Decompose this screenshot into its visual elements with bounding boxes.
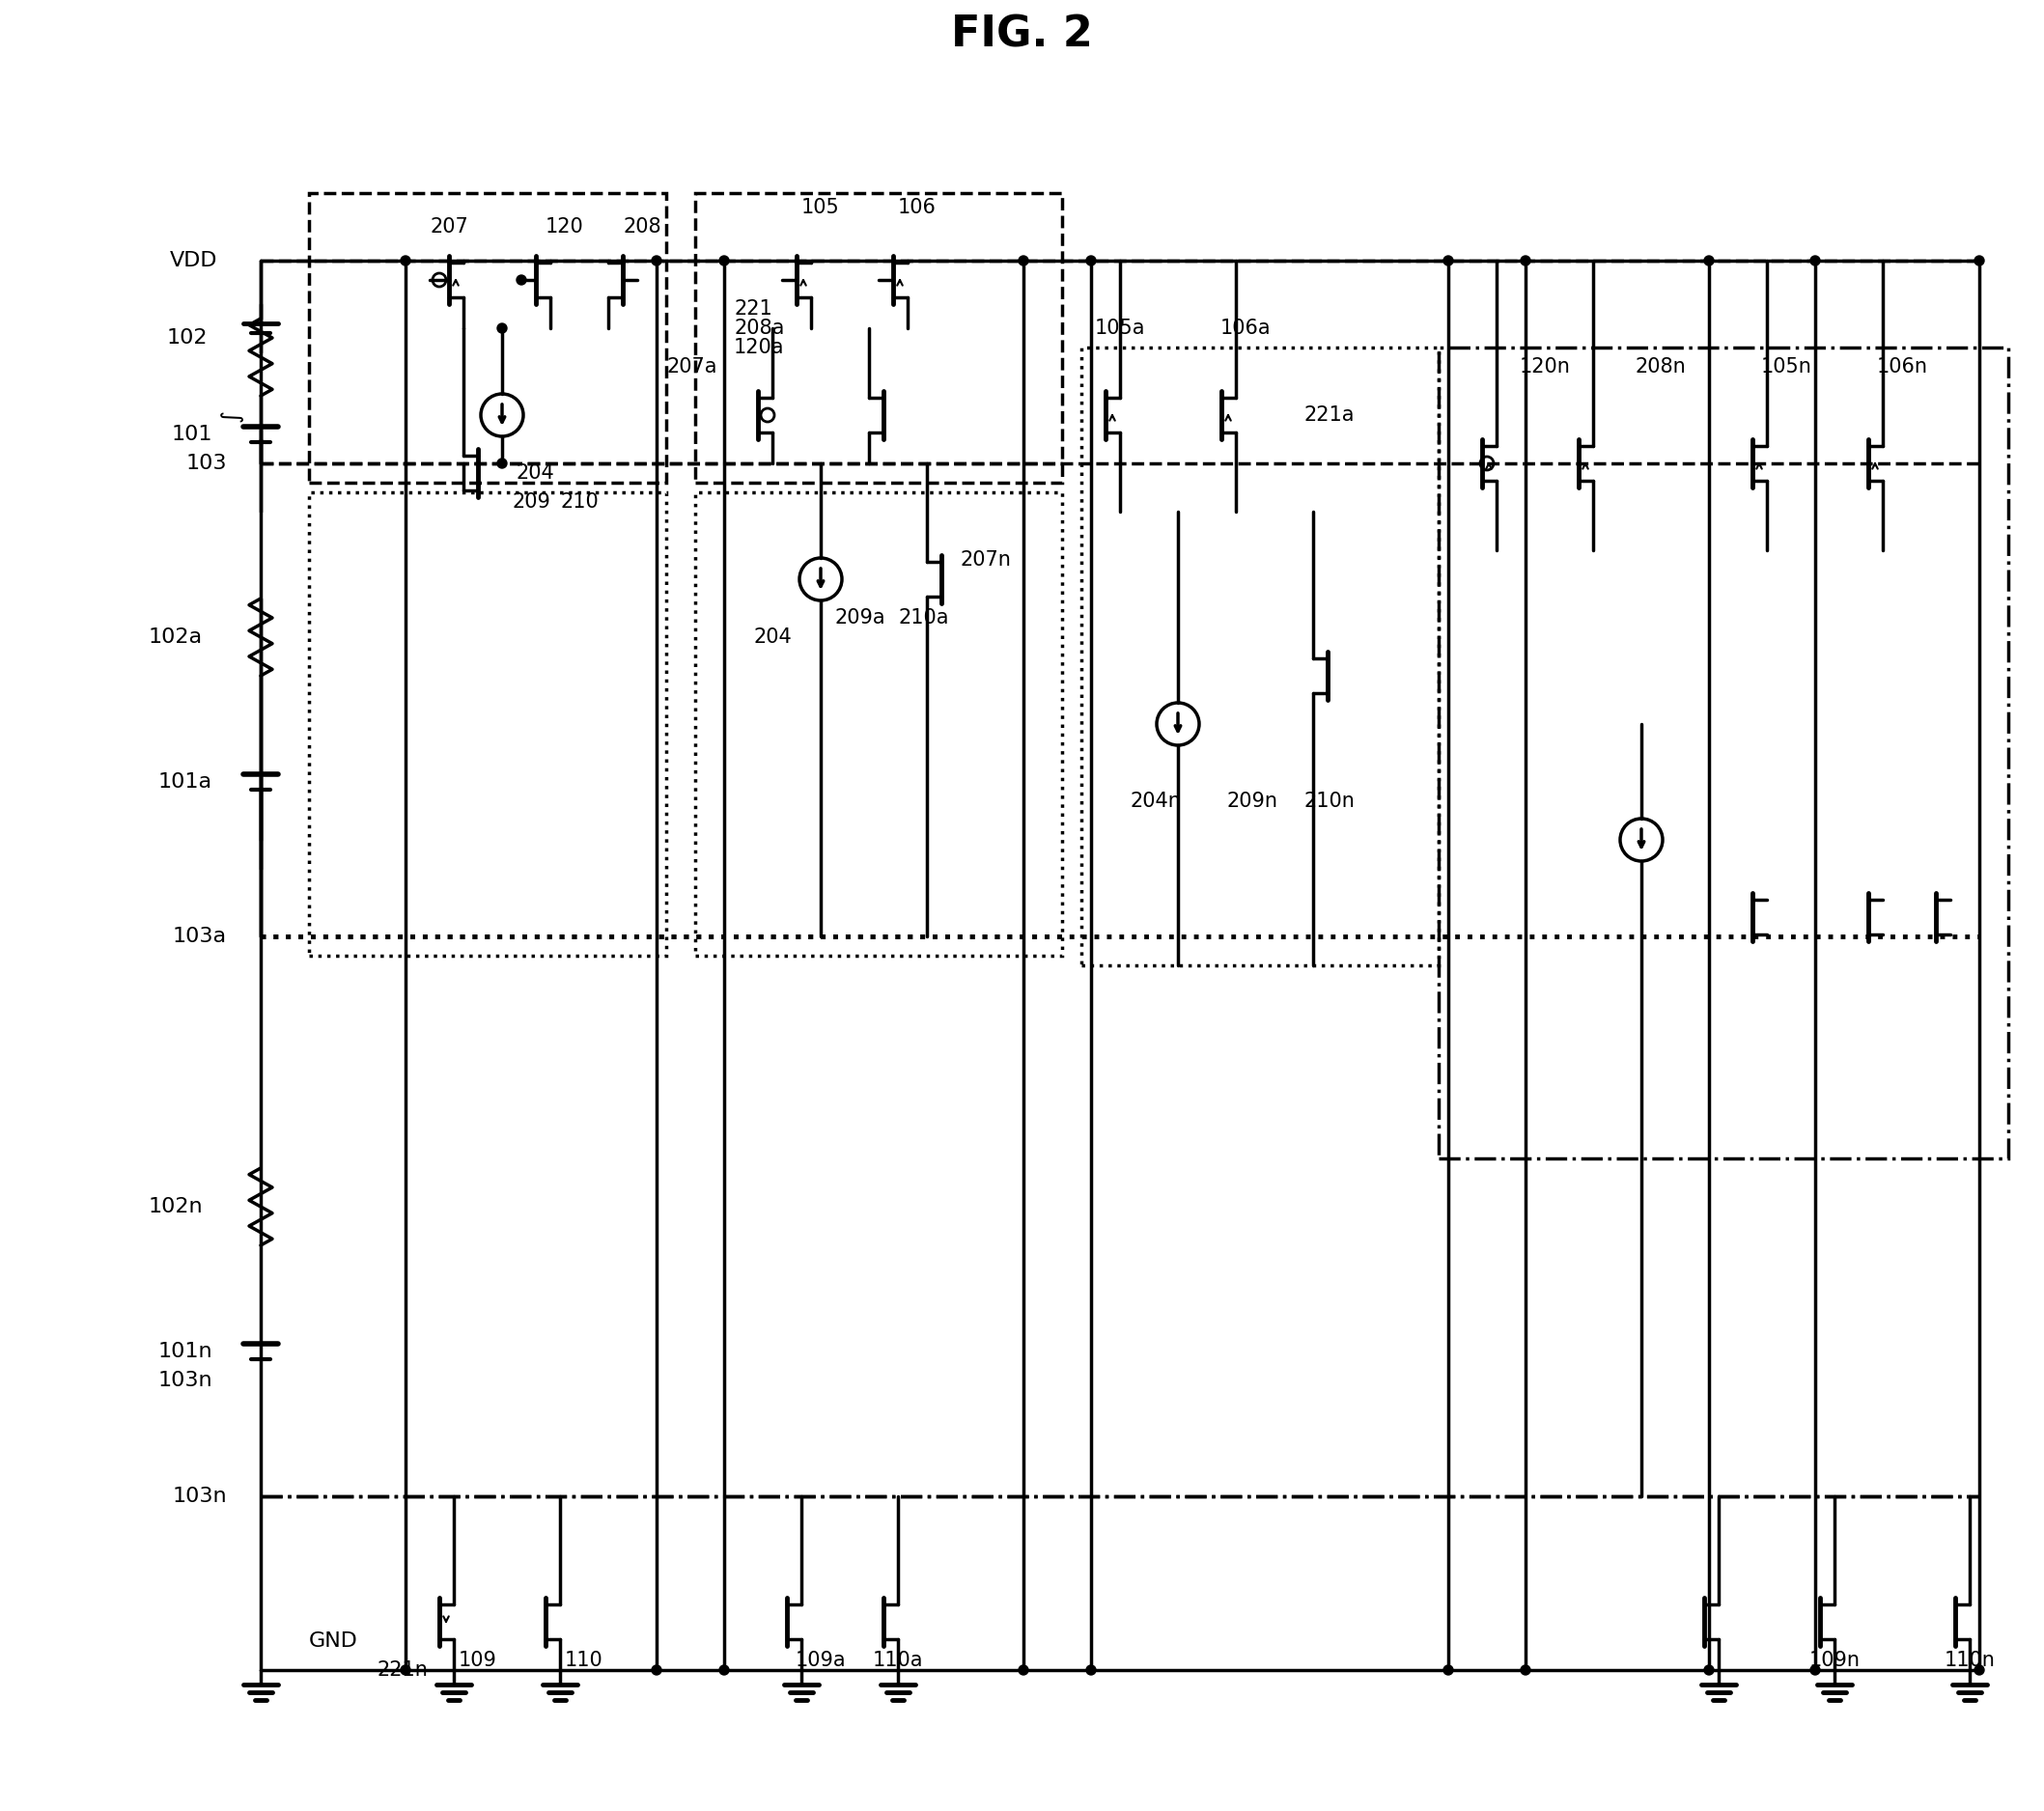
Text: 221a: 221a — [1304, 406, 1353, 426]
Text: 207a: 207a — [666, 357, 717, 377]
Text: 210: 210 — [560, 493, 599, 513]
Text: 102a: 102a — [149, 627, 202, 647]
Text: 102: 102 — [166, 328, 208, 348]
Text: 109: 109 — [458, 1652, 497, 1670]
Text: 109a: 109a — [795, 1652, 846, 1670]
Text: FIG. 2: FIG. 2 — [950, 14, 1091, 56]
Text: 207: 207 — [429, 217, 468, 237]
Circle shape — [497, 324, 507, 333]
Text: 109n: 109n — [1809, 1652, 1860, 1670]
Text: 103n: 103n — [172, 1487, 227, 1507]
Text: 102n: 102n — [147, 1197, 202, 1217]
Circle shape — [719, 1666, 730, 1675]
Circle shape — [401, 1666, 411, 1675]
Text: 110: 110 — [564, 1652, 603, 1670]
Circle shape — [401, 255, 411, 266]
Text: 105: 105 — [801, 197, 840, 217]
Text: 106a: 106a — [1220, 319, 1271, 339]
Text: 106: 106 — [897, 197, 936, 217]
Text: 103a: 103a — [172, 927, 227, 945]
Text: 208a: 208a — [734, 319, 785, 339]
Circle shape — [719, 255, 730, 266]
Text: 120: 120 — [546, 217, 585, 237]
Circle shape — [1085, 255, 1096, 266]
Circle shape — [1521, 1666, 1531, 1675]
Text: ∫: ∫ — [221, 409, 243, 422]
Text: 204: 204 — [754, 627, 791, 647]
Text: 110a: 110a — [873, 1652, 924, 1670]
Bar — [695, 493, 1063, 956]
Text: 207n: 207n — [961, 551, 1012, 569]
Text: 221n: 221n — [376, 1661, 427, 1681]
Text: 221: 221 — [734, 299, 773, 319]
Bar — [1439, 348, 2009, 1159]
Circle shape — [1975, 1666, 1985, 1675]
Text: 208n: 208n — [1635, 357, 1686, 377]
Text: 209n: 209n — [1226, 791, 1278, 811]
Text: 209a: 209a — [836, 608, 885, 627]
Circle shape — [1705, 255, 1713, 266]
Circle shape — [1443, 1666, 1453, 1675]
Text: GND: GND — [309, 1632, 358, 1652]
Circle shape — [1811, 1666, 1819, 1675]
Text: 209: 209 — [511, 493, 550, 513]
Text: 101a: 101a — [157, 771, 213, 791]
Circle shape — [652, 1666, 662, 1675]
Bar — [309, 493, 666, 956]
Text: 204: 204 — [517, 464, 554, 484]
Circle shape — [1018, 1666, 1028, 1675]
Text: 103n: 103n — [157, 1371, 213, 1391]
Text: 110n: 110n — [1944, 1652, 1995, 1670]
Text: 204n: 204n — [1130, 791, 1181, 811]
Circle shape — [517, 275, 525, 284]
Circle shape — [1975, 255, 1985, 266]
Circle shape — [1705, 1666, 1713, 1675]
Circle shape — [1811, 255, 1819, 266]
Text: 210n: 210n — [1304, 791, 1355, 811]
Text: 120n: 120n — [1519, 357, 1570, 377]
Circle shape — [497, 458, 507, 469]
Bar — [695, 194, 1063, 484]
Circle shape — [652, 255, 662, 266]
Bar — [309, 194, 666, 484]
Text: VDD: VDD — [170, 252, 217, 270]
Circle shape — [1018, 255, 1028, 266]
Text: 101n: 101n — [157, 1342, 213, 1362]
Text: 208: 208 — [623, 217, 660, 237]
Circle shape — [1443, 255, 1453, 266]
Circle shape — [1085, 1666, 1096, 1675]
Text: 210a: 210a — [897, 608, 948, 627]
Text: 103: 103 — [186, 455, 227, 473]
Bar — [1081, 348, 1439, 965]
Circle shape — [1521, 255, 1531, 266]
Text: 101: 101 — [172, 426, 213, 444]
Text: 105a: 105a — [1096, 319, 1145, 339]
Text: 106n: 106n — [1876, 357, 1927, 377]
Text: 105n: 105n — [1760, 357, 1811, 377]
Text: 120a: 120a — [734, 339, 785, 357]
